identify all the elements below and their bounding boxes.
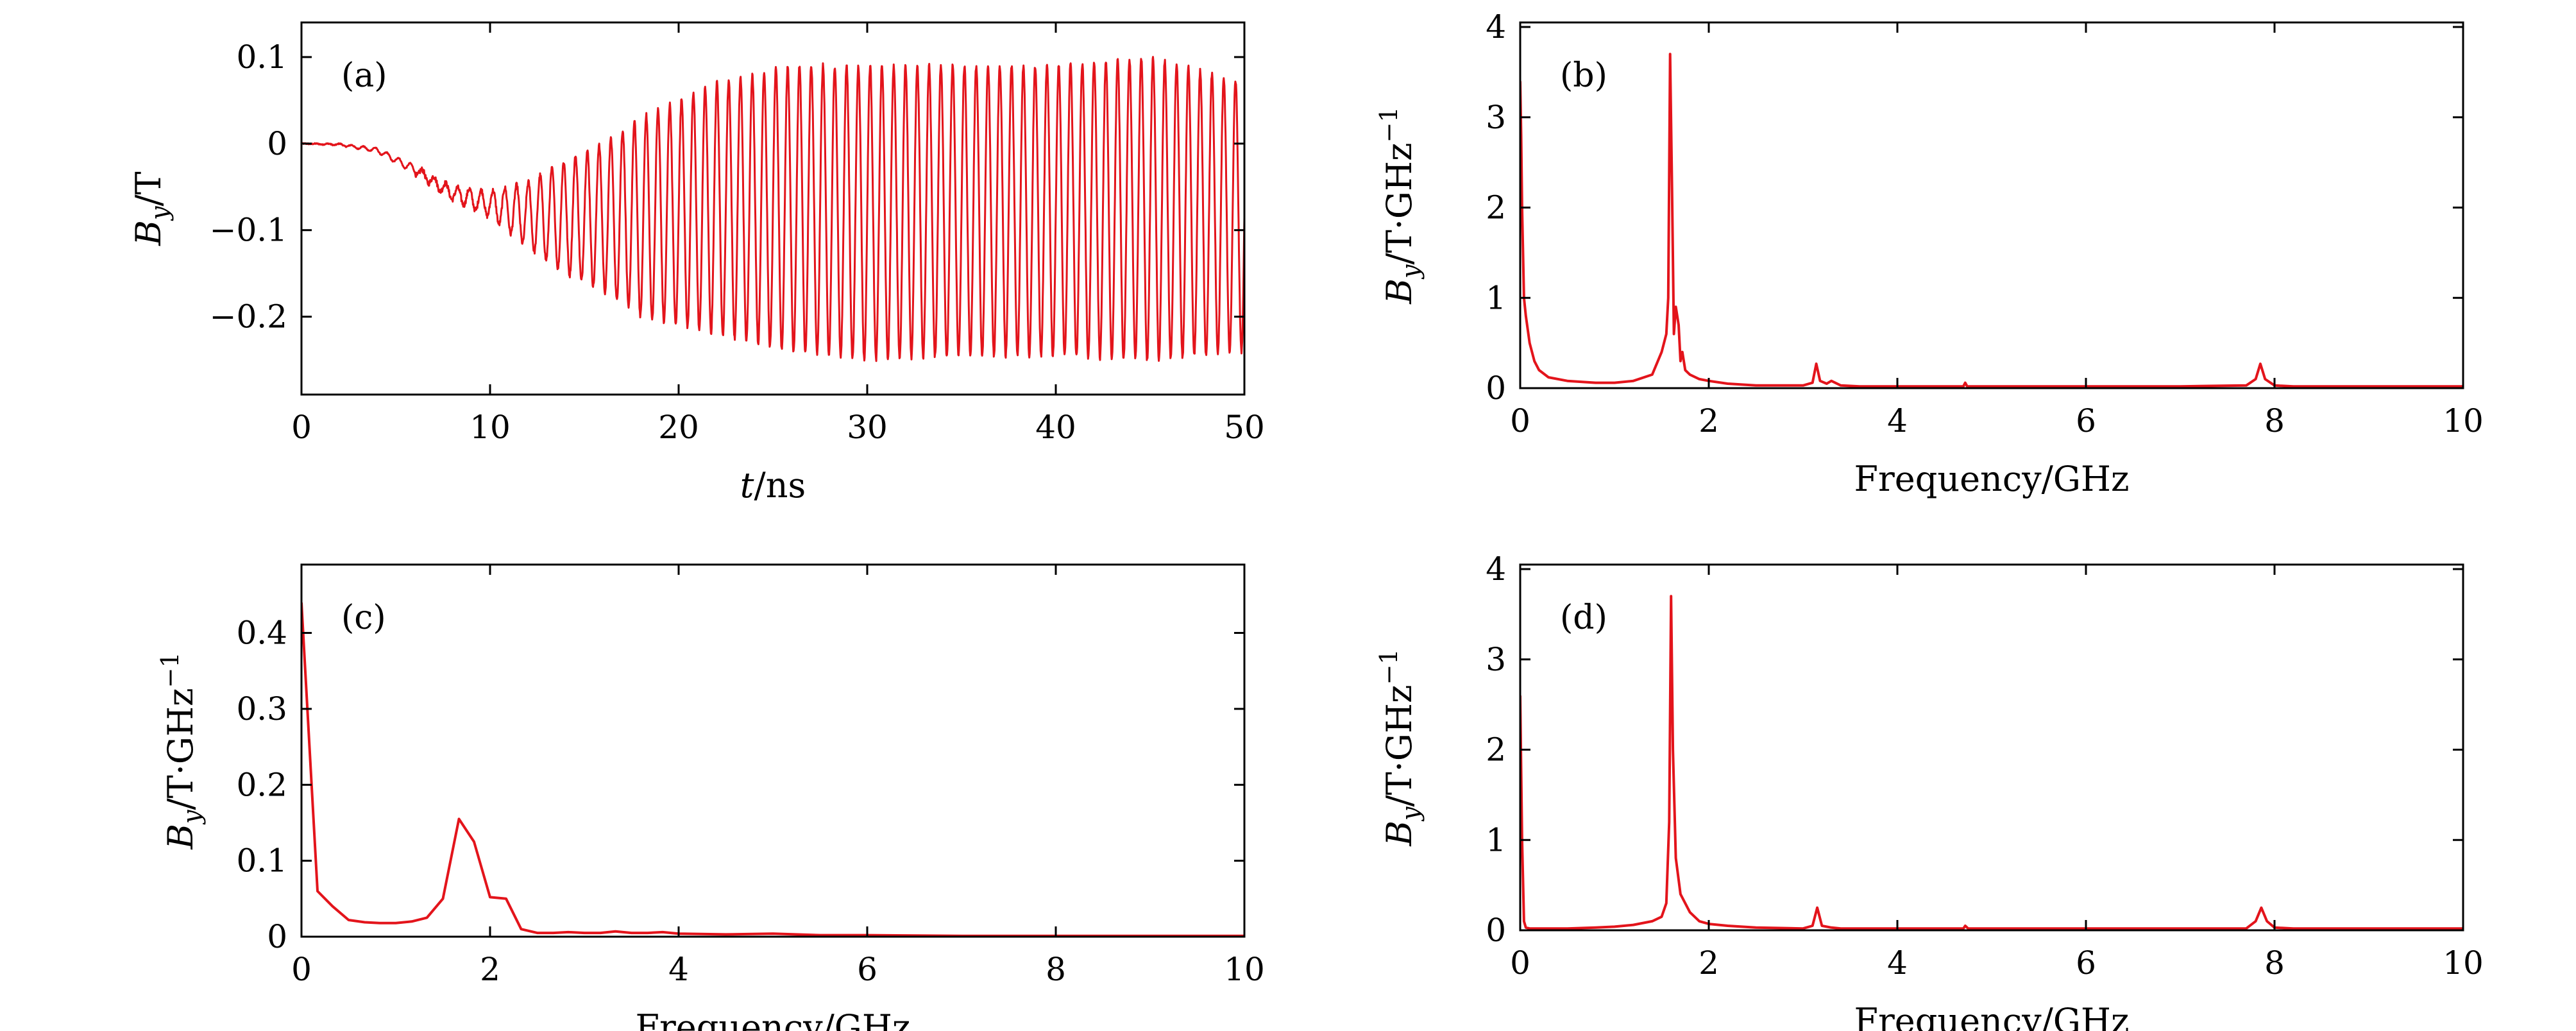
y-axis-label-var: B (160, 824, 201, 850)
y-axis-label-subscript: y (178, 810, 206, 825)
y-axis-label-unit: /T·GHz (1379, 142, 1419, 264)
x-tick-label: 8 (2264, 944, 2285, 982)
y-axis-label-unit: /T·GHz (1379, 685, 1419, 806)
x-tick-label: 8 (1046, 951, 1066, 988)
x-tick-label: 40 (1035, 409, 1076, 446)
x-tick-label: 6 (2076, 944, 2096, 982)
y-axis-label-superscript: −1 (1375, 107, 1403, 142)
panel-label: (d) (1560, 599, 1607, 637)
chart-panel-c: 0 2 4 6 8 10 0 0.1 0.2 0.3 0.4 (c) Frequency/GHz By/T… (156, 563, 1265, 1031)
y-axis-label-superscript: −1 (156, 652, 184, 688)
y-axis-label-var: B (1379, 278, 1419, 305)
chart-panel-a: 0 10 20 30 40 50 0.1 0 −0.1 −0.2 (a) t/ns By/T (128, 21, 1265, 506)
panel-label: (c) (341, 599, 386, 637)
x-axis-label-var: t (740, 465, 754, 506)
chart-panel-b: 0 2 4 6 8 10 0 1 2 3 4 (b) Frequency/GHz By/T·GHz−1 (1375, 8, 2484, 499)
y-tick-label: 2 (1486, 189, 1506, 226)
x-axis-label: Frequency/GHz (1854, 459, 2130, 499)
plot-frame (1519, 563, 2464, 932)
y-axis-label: By/T (128, 171, 174, 246)
x-axis-label: Frequency/GHz (1854, 1001, 2130, 1031)
panel-label: (a) (341, 56, 387, 95)
y-tick-label: 0 (1486, 912, 1506, 949)
y-axis-label: By/T·GHz−1 (1375, 649, 1425, 846)
y-tick-label: 0.2 (236, 766, 287, 803)
y-tick-label: 0 (267, 918, 287, 955)
y-tick-label: 1 (1486, 279, 1506, 316)
y-tick-label: 0.1 (236, 842, 287, 880)
y-axis-label-var: B (1379, 821, 1419, 847)
y-tick-label: 3 (1486, 641, 1506, 678)
y-tick-label: 2 (1486, 731, 1506, 769)
x-tick-label: 30 (847, 409, 888, 446)
y-axis-label-subscript: y (146, 206, 174, 221)
series-line (301, 56, 1244, 362)
x-tick-label: 10 (2443, 402, 2484, 439)
x-tick-label: 6 (857, 951, 877, 988)
y-axis-label-superscript: −1 (1375, 649, 1403, 685)
y-tick-label: 0.4 (236, 615, 287, 652)
y-tick-label: 0 (267, 125, 287, 162)
y-axis-label: By/T·GHz−1 (156, 652, 206, 849)
y-tick-label: 0.3 (236, 690, 287, 728)
x-axis-label-unit: Frequency/GHz (1854, 1001, 2130, 1031)
plot-frame (1519, 21, 2464, 389)
y-tick-label: −0.1 (210, 212, 287, 249)
series-line (1520, 53, 2463, 388)
x-tick-label: 20 (658, 409, 699, 446)
x-axis-label: t/ns (740, 465, 806, 506)
x-tick-label: 10 (2443, 944, 2484, 982)
x-tick-label: 10 (470, 409, 511, 446)
x-axis-label: Frequency/GHz (636, 1007, 911, 1031)
x-tick-label: 0 (291, 951, 312, 988)
x-tick-label: 50 (1224, 409, 1265, 446)
series-line (1520, 595, 2463, 930)
plot-frame (300, 563, 1246, 938)
plot-frame (300, 21, 1246, 396)
y-axis-label-subscript: y (1396, 806, 1425, 822)
y-tick-label: 1 (1486, 821, 1506, 858)
x-tick-label: 0 (1510, 402, 1530, 439)
y-tick-label: 0 (1486, 370, 1506, 407)
y-axis-label: By/T·GHz−1 (1375, 107, 1425, 304)
x-tick-label: 0 (291, 409, 312, 446)
y-tick-label: 3 (1486, 99, 1506, 136)
y-tick-label: 4 (1486, 550, 1506, 588)
x-tick-label: 4 (1887, 944, 1908, 982)
x-tick-label: 2 (1699, 944, 1719, 982)
x-tick-label: 10 (1224, 951, 1265, 988)
x-tick-label: 6 (2076, 402, 2096, 439)
y-axis-label-subscript: y (1396, 264, 1425, 280)
x-tick-label: 2 (1699, 402, 1719, 439)
chart-panel-d: 0 2 4 6 8 10 0 1 2 3 4 (d) Frequency/GHz By/T·GHz−1 (1375, 550, 2484, 1031)
x-tick-label: 4 (668, 951, 689, 988)
x-axis-label-unit: Frequency/GHz (1854, 459, 2130, 499)
y-tick-label: −0.2 (210, 298, 287, 336)
x-tick-label: 4 (1887, 402, 1908, 439)
x-tick-label: 2 (480, 951, 500, 988)
y-tick-label: 0.1 (236, 38, 287, 76)
x-tick-label: 0 (1510, 944, 1530, 982)
x-axis-label-unit: /ns (754, 465, 806, 506)
y-axis-label-unit: /T (128, 171, 169, 206)
series-line (301, 602, 1244, 937)
x-axis-label-unit: Frequency/GHz (636, 1007, 911, 1031)
x-tick-label: 8 (2264, 402, 2285, 439)
y-tick-label: 4 (1486, 8, 1506, 46)
y-axis-label-var: B (128, 220, 169, 246)
y-axis-label-unit: /T·GHz (160, 688, 201, 810)
panel-label: (b) (1560, 56, 1607, 95)
